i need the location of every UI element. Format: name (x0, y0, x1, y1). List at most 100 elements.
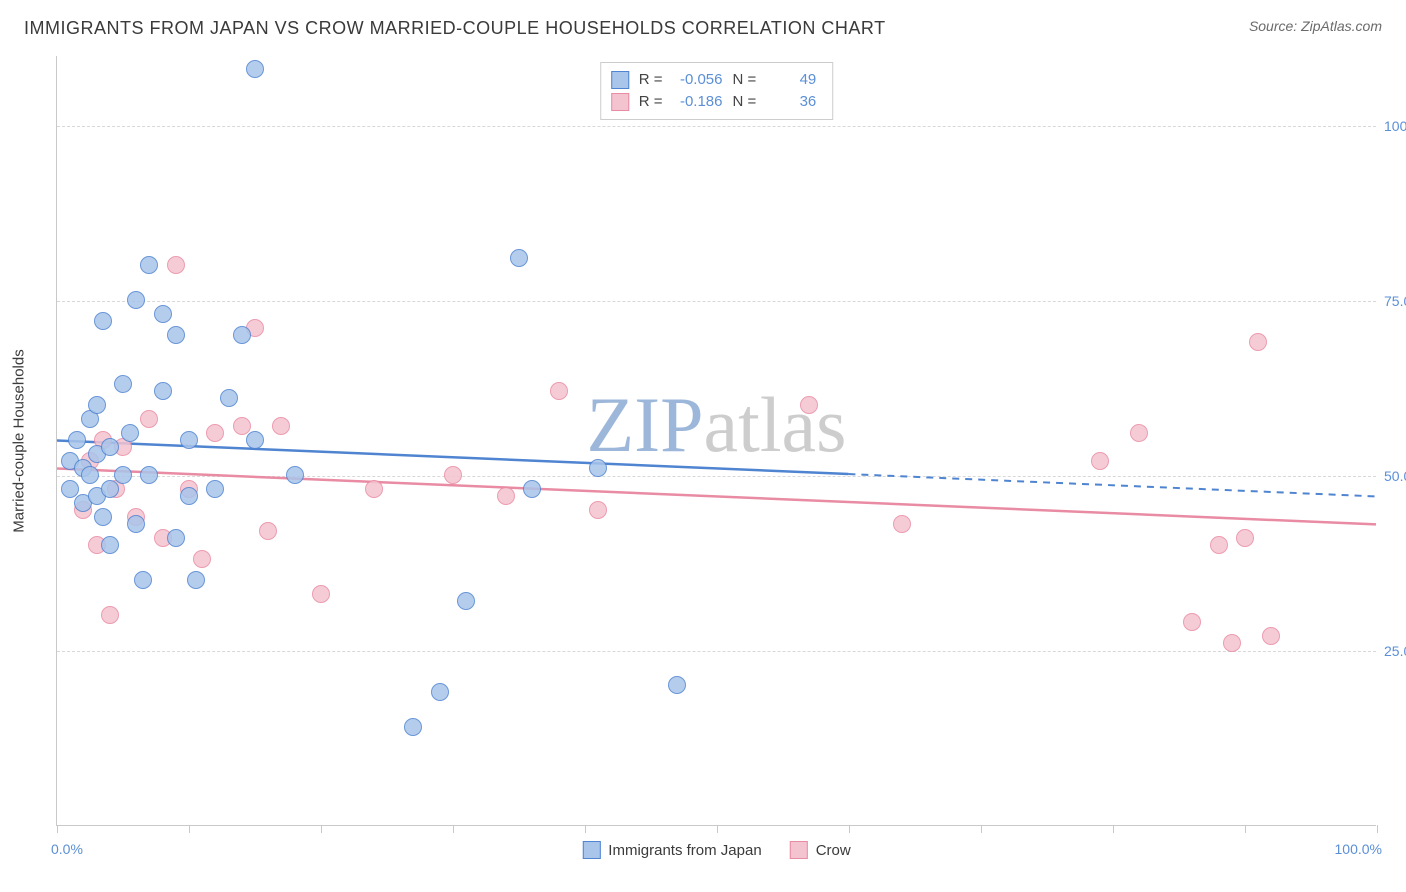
r-label: R = (639, 69, 663, 91)
watermark-zip: ZIP (587, 381, 704, 468)
scatter-point-blue (140, 466, 158, 484)
x-tick (981, 825, 982, 833)
swatch-blue (582, 841, 600, 859)
scatter-point-pink (101, 606, 119, 624)
gridline (57, 651, 1376, 652)
scatter-point-pink (1183, 613, 1201, 631)
scatter-point-blue (206, 480, 224, 498)
swatch-pink (611, 93, 629, 111)
gridline (57, 476, 1376, 477)
scatter-point-pink (1130, 424, 1148, 442)
source-name: ZipAtlas.com (1301, 18, 1382, 34)
n-value-pink: 36 (766, 91, 816, 113)
scatter-point-blue (101, 536, 119, 554)
scatter-point-pink (140, 410, 158, 428)
scatter-point-blue (127, 291, 145, 309)
scatter-point-blue (431, 683, 449, 701)
legend-item-blue: Immigrants from Japan (582, 841, 761, 859)
scatter-point-blue (233, 326, 251, 344)
scatter-point-blue (154, 382, 172, 400)
scatter-point-blue (101, 480, 119, 498)
scatter-point-pink (272, 417, 290, 435)
scatter-point-blue (167, 326, 185, 344)
scatter-point-blue (404, 718, 422, 736)
scatter-point-pink (589, 501, 607, 519)
source-prefix: Source: (1249, 18, 1301, 34)
scatter-point-blue (114, 375, 132, 393)
scatter-point-blue (127, 515, 145, 533)
trendline-dashed (848, 474, 1376, 496)
n-value-blue: 49 (766, 69, 816, 91)
scatter-point-pink (1223, 634, 1241, 652)
scatter-point-pink (444, 466, 462, 484)
x-tick (849, 825, 850, 833)
watermark-atlas: atlas (704, 381, 847, 468)
scatter-point-blue (154, 305, 172, 323)
x-tick (189, 825, 190, 833)
n-label: N = (733, 91, 757, 113)
scatter-point-blue (68, 431, 86, 449)
swatch-blue (611, 71, 629, 89)
y-tick-label: 50.0% (1384, 468, 1406, 484)
x-tick (717, 825, 718, 833)
header: IMMIGRANTS FROM JAPAN VS CROW MARRIED-CO… (0, 0, 1406, 49)
x-tick (453, 825, 454, 833)
scatter-point-pink (312, 585, 330, 603)
scatter-point-blue (187, 571, 205, 589)
scatter-point-pink (1262, 627, 1280, 645)
scatter-point-blue (246, 431, 264, 449)
x-axis-max-label: 100.0% (1335, 841, 1382, 857)
scatter-point-pink (167, 256, 185, 274)
scatter-point-blue (94, 312, 112, 330)
scatter-point-blue (134, 571, 152, 589)
stats-row-pink: R = -0.186 N = 36 (611, 91, 817, 113)
scatter-point-blue (180, 487, 198, 505)
scatter-point-blue (668, 676, 686, 694)
series-legend: Immigrants from Japan Crow (582, 841, 850, 859)
scatter-point-blue (81, 466, 99, 484)
legend-label-pink: Crow (816, 842, 851, 859)
x-tick (321, 825, 322, 833)
scatter-point-pink (1091, 452, 1109, 470)
swatch-pink (790, 841, 808, 859)
scatter-point-blue (101, 438, 119, 456)
scatter-point-blue (114, 466, 132, 484)
scatter-point-blue (286, 466, 304, 484)
scatter-point-blue (180, 431, 198, 449)
x-axis-min-label: 0.0% (51, 841, 83, 857)
scatter-point-pink (893, 515, 911, 533)
y-tick-label: 75.0% (1384, 293, 1406, 309)
legend-item-pink: Crow (790, 841, 851, 859)
scatter-point-pink (1249, 333, 1267, 351)
n-label: N = (733, 69, 757, 91)
scatter-point-blue (94, 508, 112, 526)
x-tick (1245, 825, 1246, 833)
scatter-point-pink (1236, 529, 1254, 547)
scatter-point-pink (800, 396, 818, 414)
x-tick (1377, 825, 1378, 833)
scatter-point-pink (497, 487, 515, 505)
scatter-point-blue (457, 592, 475, 610)
scatter-point-blue (523, 480, 541, 498)
x-tick (1113, 825, 1114, 833)
scatter-point-blue (246, 60, 264, 78)
correlation-stats-legend: R = -0.056 N = 49 R = -0.186 N = 36 (600, 62, 834, 120)
scatter-point-blue (167, 529, 185, 547)
scatter-point-blue (589, 459, 607, 477)
r-value-pink: -0.186 (673, 91, 723, 113)
stats-row-blue: R = -0.056 N = 49 (611, 69, 817, 91)
scatter-point-blue (220, 389, 238, 407)
gridline (57, 301, 1376, 302)
chart-title: IMMIGRANTS FROM JAPAN VS CROW MARRIED-CO… (24, 18, 886, 39)
y-tick-label: 25.0% (1384, 643, 1406, 659)
x-tick (585, 825, 586, 833)
gridline (57, 126, 1376, 127)
scatter-point-blue (88, 396, 106, 414)
scatter-point-blue (121, 424, 139, 442)
y-tick-label: 100.0% (1384, 118, 1406, 134)
scatter-point-pink (1210, 536, 1228, 554)
r-value-blue: -0.056 (673, 69, 723, 91)
scatter-point-pink (259, 522, 277, 540)
legend-label-blue: Immigrants from Japan (608, 842, 761, 859)
source-attribution: Source: ZipAtlas.com (1249, 18, 1382, 34)
